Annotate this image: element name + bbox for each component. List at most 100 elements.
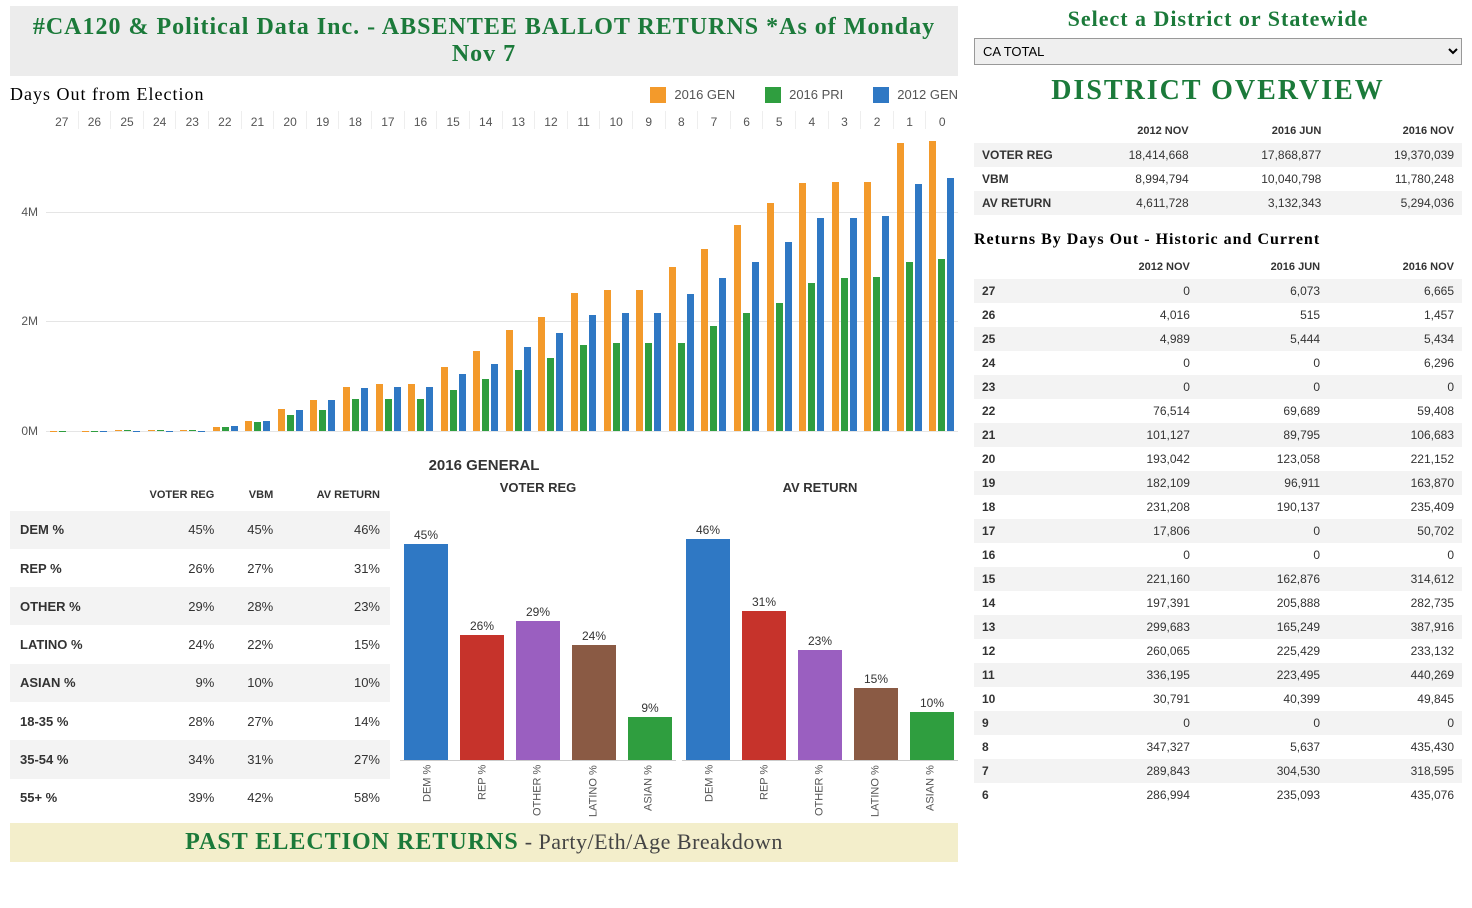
chart-bar — [254, 422, 261, 431]
overview-title: DISTRICT OVERVIEW — [974, 75, 1462, 107]
x-axis-label: 3 — [828, 111, 861, 129]
chart-bar — [491, 364, 498, 431]
returns-by-days-title: Returns By Days Out - Historic and Curre… — [974, 231, 1462, 249]
chart-legend: 2016 GEN2016 PRI2012 GEN — [650, 87, 958, 103]
chart-bar — [897, 143, 904, 431]
chart-bar — [538, 317, 545, 431]
table-row: ASIAN %9%10%10% — [10, 664, 390, 702]
table-row: 21101,12789,795106,683 — [974, 423, 1462, 447]
selector-title: Select a District or Statewide — [974, 6, 1462, 32]
mini-chart-bar — [516, 621, 560, 760]
x-axis-label: 2 — [860, 111, 893, 129]
table-row: 20193,042123,058221,152 — [974, 447, 1462, 471]
chart-bar — [222, 427, 229, 431]
mini-chart-bar — [628, 717, 672, 760]
chart-bar — [263, 421, 270, 431]
chart-title: Days Out from Election — [10, 84, 650, 105]
table-row: 55+ %39%42%58% — [10, 779, 390, 817]
chart-bar — [115, 430, 122, 431]
chart-bar — [604, 290, 611, 431]
table-row: 16000 — [974, 543, 1462, 567]
chart-bar — [799, 183, 806, 431]
x-axis-label: 22 — [208, 111, 241, 129]
chart-bar — [473, 351, 480, 431]
table-row: AV RETURN4,611,7283,132,3435,294,036 — [974, 191, 1462, 215]
demographic-mini-charts: VOTER REG45%26%29%24%9%DEM %REP %OTHER %… — [400, 480, 958, 817]
chart-bar — [231, 426, 238, 431]
mini-chart-bar — [460, 635, 504, 760]
x-axis-label: 26 — [78, 111, 111, 129]
chart-bar — [361, 388, 368, 431]
table-row: 2706,0736,665 — [974, 279, 1462, 303]
chart-bar — [687, 294, 694, 431]
chart-bar — [767, 203, 774, 431]
table-row: 2276,51469,68959,408 — [974, 399, 1462, 423]
past-elections-header: PAST ELECTION RETURNS - Party/Eth/Age Br… — [10, 823, 958, 862]
legend-item: 2016 GEN — [650, 87, 735, 103]
chart-bar — [245, 421, 252, 431]
table-row: 1030,79140,39949,845 — [974, 687, 1462, 711]
chart-bar — [459, 374, 466, 431]
chart-bar — [817, 218, 824, 431]
table-row: VOTER REG18,414,66817,868,87719,370,039 — [974, 143, 1462, 167]
chart-bar — [278, 409, 285, 431]
chart-bar — [296, 410, 303, 431]
mini-chart-title: AV RETURN — [682, 480, 958, 495]
chart-bar — [180, 430, 187, 431]
table-row: 264,0165151,457 — [974, 303, 1462, 327]
chart-bar — [213, 427, 220, 431]
chart-bar — [450, 390, 457, 431]
chart-bar — [832, 182, 839, 431]
x-axis-label: 9 — [632, 111, 665, 129]
x-axis-label: 25 — [110, 111, 143, 129]
table-row: 1717,806050,702 — [974, 519, 1462, 543]
chart-bar — [645, 343, 652, 431]
chart-bar — [613, 343, 620, 431]
legend-item: 2016 PRI — [765, 87, 843, 103]
table-row: 6286,994235,093435,076 — [974, 783, 1462, 807]
chart-bar — [506, 330, 513, 431]
chart-bar — [654, 313, 661, 431]
table-row: 15221,160162,876314,612 — [974, 567, 1462, 591]
mini-chart-bar — [686, 539, 730, 760]
x-axis-label: 4 — [795, 111, 828, 129]
chart-bar — [482, 379, 489, 431]
table-row: 35-54 %34%31%27% — [10, 740, 390, 778]
district-select[interactable]: CA TOTAL — [974, 38, 1462, 65]
mini-chart-title: VOTER REG — [400, 480, 676, 495]
chart-bar — [426, 387, 433, 431]
chart-bar — [882, 216, 889, 431]
chart-bar — [734, 225, 741, 431]
chart-bar — [710, 326, 717, 431]
chart-bar — [701, 249, 708, 431]
chart-bar — [394, 387, 401, 431]
chart-bar — [441, 367, 448, 431]
chart-bar — [515, 370, 522, 431]
chart-bar — [906, 262, 913, 431]
overview-table: 2012 NOV2016 JUN2016 NOVVOTER REG18,414,… — [974, 119, 1462, 215]
mini-chart-bar — [404, 544, 448, 760]
x-axis-label: 7 — [697, 111, 730, 129]
chart-bar — [328, 400, 335, 431]
chart-bar — [343, 387, 350, 431]
table-row: 18-35 %28%27%14% — [10, 702, 390, 740]
mini-chart-bar — [742, 611, 786, 760]
x-axis-label: 20 — [273, 111, 306, 129]
page-title: #CA120 & Political Data Inc. - ABSENTEE … — [20, 14, 948, 68]
page-title-bar: #CA120 & Political Data Inc. - ABSENTEE … — [10, 6, 958, 76]
chart-bar — [669, 267, 676, 432]
chart-bar — [376, 384, 383, 431]
chart-bar — [622, 313, 629, 431]
x-axis-label: 17 — [371, 111, 404, 129]
table-row: 13299,683165,249387,916 — [974, 615, 1462, 639]
x-axis-label: 14 — [469, 111, 502, 129]
mini-chart-bar — [572, 645, 616, 760]
chart-bar — [408, 384, 415, 431]
x-axis-label: 27 — [46, 111, 78, 129]
chart-bar — [524, 347, 531, 431]
chart-bar — [915, 184, 922, 431]
x-axis-label: 23 — [175, 111, 208, 129]
x-axis-label: 18 — [338, 111, 371, 129]
x-axis-label: 8 — [665, 111, 698, 129]
x-axis-label: 10 — [599, 111, 632, 129]
